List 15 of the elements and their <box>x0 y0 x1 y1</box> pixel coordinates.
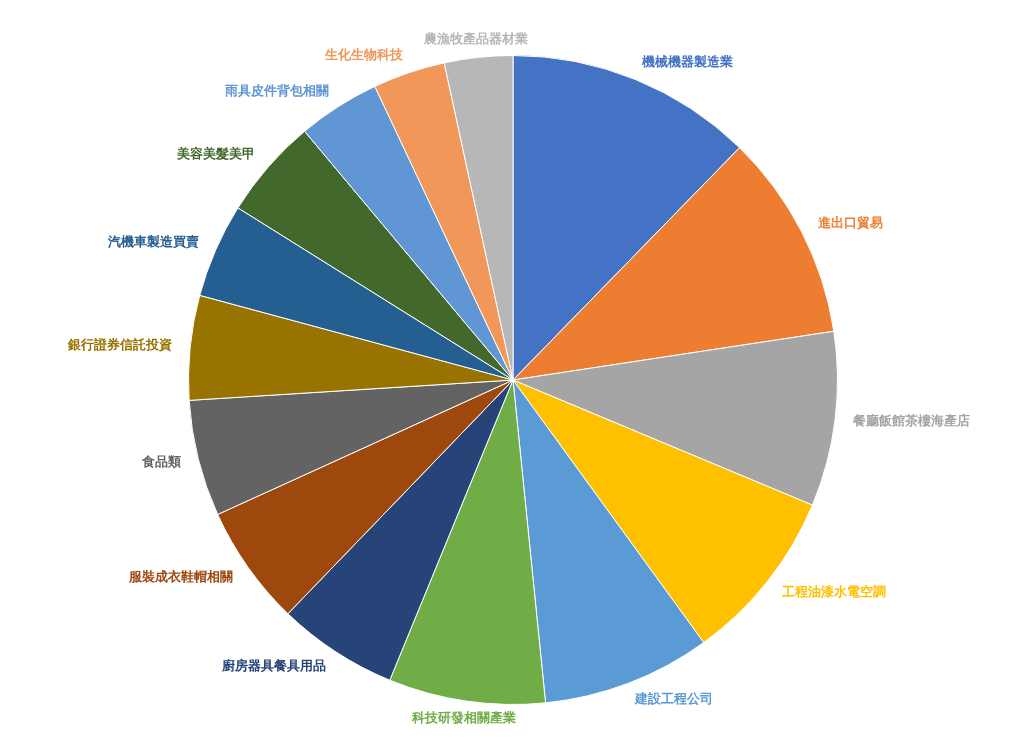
slice-label: 銀行證券信託投資 <box>67 337 173 352</box>
slice-label: 科技研發相關產業 <box>410 710 516 726</box>
slice-label: 廚房器具餐具用品 <box>220 658 326 674</box>
slice-label: 工程油漆水電空調 <box>780 583 886 599</box>
slice-label: 汽機車製造買賣 <box>107 234 200 250</box>
slice-label: 進出口貿易 <box>816 214 883 230</box>
slice-label: 建設工程公司 <box>634 691 714 707</box>
slice-label: 服裝成衣鞋帽相關 <box>128 569 234 585</box>
slice-label: 農漁牧產品器材業 <box>423 30 529 46</box>
slice-label: 餐廳飯館茶樓海產店 <box>851 413 970 429</box>
slice-label: 食品類 <box>140 454 181 470</box>
slice-label: 雨具皮件背包相關 <box>223 82 329 98</box>
slice-label: 生化生物科技 <box>324 46 405 62</box>
slice-label: 美容美髮美甲 <box>175 146 255 162</box>
slice-label: 機械機器製造業 <box>641 54 734 70</box>
